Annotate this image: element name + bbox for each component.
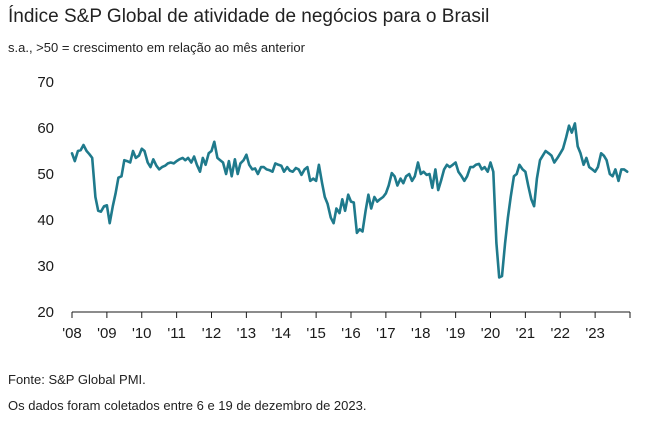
x-tick-label: '17	[376, 325, 396, 342]
x-tick-label: '23	[585, 325, 605, 342]
series-line	[70, 122, 629, 279]
x-tick-label: '18	[411, 325, 431, 342]
y-tick-label: 50	[37, 166, 54, 183]
y-tick-label: 70	[37, 74, 54, 91]
x-tick-label: '09	[97, 325, 117, 342]
y-tick-label: 30	[37, 258, 54, 275]
x-tick-label: '22	[550, 325, 570, 342]
x-tick-label: '14	[271, 325, 291, 342]
x-tick-label: '13	[237, 325, 257, 342]
x-tick-label: '08	[62, 325, 82, 342]
x-tick-label: '15	[306, 325, 326, 342]
chart-subtitle: s.a., >50 = crescimento em relação ao mê…	[8, 40, 305, 55]
x-tick-label: '20	[481, 325, 501, 342]
chart-title: Índice S&P Global de atividade de negóci…	[8, 6, 490, 27]
x-axis: '08 '09 '10 '11 '12 '13 '14 '15 '16 '17 '18 '19 '20 '…	[62, 312, 631, 342]
x-tick-label: '16	[341, 325, 361, 342]
x-tick-label: '21	[516, 325, 536, 342]
x-tick-label: '10	[132, 325, 152, 342]
y-tick-label: 60	[37, 120, 54, 137]
y-tick-label: 20	[37, 304, 54, 321]
footnote-collection-dates: Os dados foram coletados entre 6 e 19 de…	[8, 398, 367, 413]
x-tick-label: '19	[446, 325, 466, 342]
x-tick-label: '12	[202, 325, 222, 342]
y-axis: 20 30 40 50 60 70	[37, 74, 54, 321]
x-tick-label: '11	[167, 325, 185, 342]
y-tick-label: 40	[37, 212, 54, 229]
footnote-source: Fonte: S&P Global PMI.	[8, 372, 146, 387]
